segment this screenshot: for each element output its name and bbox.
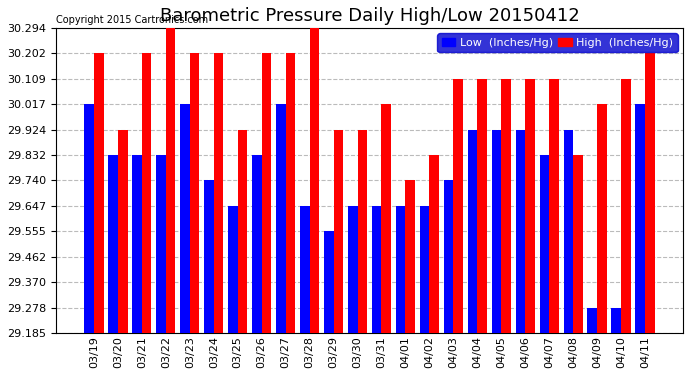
Bar — [276, 104, 286, 333]
Bar — [228, 206, 238, 333]
Bar — [132, 155, 142, 333]
Bar — [214, 53, 224, 333]
Bar — [190, 53, 199, 333]
Bar — [525, 79, 535, 333]
Bar — [310, 28, 319, 333]
Bar — [300, 206, 310, 333]
Bar — [166, 28, 175, 333]
Bar — [333, 130, 343, 333]
Text: Copyright 2015 Cartronics.com: Copyright 2015 Cartronics.com — [56, 15, 208, 25]
Bar — [468, 130, 477, 333]
Bar — [84, 104, 94, 333]
Bar — [262, 53, 271, 333]
Bar — [611, 308, 621, 333]
Bar — [564, 130, 573, 333]
Bar — [477, 79, 487, 333]
Bar — [587, 308, 597, 333]
Bar — [382, 104, 391, 333]
Bar — [540, 155, 549, 333]
Bar — [429, 155, 439, 333]
Bar — [420, 206, 429, 333]
Bar — [573, 155, 582, 333]
Bar — [645, 53, 655, 333]
Title: Barometric Pressure Daily High/Low 20150412: Barometric Pressure Daily High/Low 20150… — [159, 7, 580, 25]
Bar — [286, 53, 295, 333]
Bar — [492, 130, 501, 333]
Bar — [94, 53, 104, 333]
Bar — [453, 79, 463, 333]
Bar — [324, 231, 333, 333]
Bar — [357, 130, 367, 333]
Bar — [204, 180, 214, 333]
Bar — [621, 79, 631, 333]
Bar — [238, 130, 247, 333]
Bar — [142, 53, 152, 333]
Bar — [180, 104, 190, 333]
Bar — [157, 155, 166, 333]
Legend: Low  (Inches/Hg), High  (Inches/Hg): Low (Inches/Hg), High (Inches/Hg) — [437, 33, 678, 53]
Bar — [396, 206, 406, 333]
Bar — [372, 206, 382, 333]
Bar — [118, 130, 128, 333]
Bar — [515, 130, 525, 333]
Bar — [635, 104, 645, 333]
Bar — [348, 206, 357, 333]
Bar — [549, 79, 559, 333]
Bar — [597, 104, 607, 333]
Bar — [501, 79, 511, 333]
Bar — [406, 180, 415, 333]
Bar — [108, 155, 118, 333]
Bar — [444, 180, 453, 333]
Bar — [252, 155, 262, 333]
